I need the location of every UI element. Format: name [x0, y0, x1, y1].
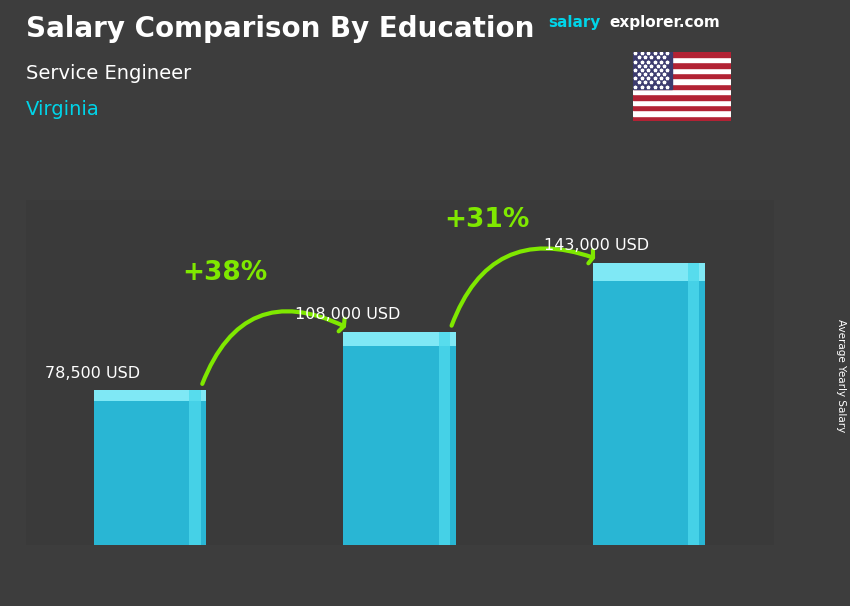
Bar [633, 89, 731, 95]
Text: Average Yearly Salary: Average Yearly Salary [836, 319, 846, 432]
Text: Virginia: Virginia [26, 100, 99, 119]
Bar [633, 116, 731, 121]
Text: 108,000 USD: 108,000 USD [295, 307, 400, 322]
Bar [633, 52, 731, 57]
Bar [94, 390, 207, 401]
Text: Service Engineer: Service Engineer [26, 64, 190, 82]
Bar [343, 332, 456, 545]
Bar [633, 68, 731, 73]
Bar [343, 332, 456, 346]
Text: 78,500 USD: 78,500 USD [45, 365, 140, 381]
Bar [633, 100, 731, 105]
Bar [633, 105, 731, 110]
Text: +31%: +31% [444, 207, 530, 233]
Bar [439, 332, 450, 545]
Bar [633, 52, 672, 89]
Bar [592, 263, 705, 282]
Bar [633, 57, 731, 62]
Bar [633, 62, 731, 68]
Text: 143,000 USD: 143,000 USD [544, 238, 649, 253]
Bar [633, 73, 731, 78]
Bar [190, 390, 201, 545]
Bar [633, 95, 731, 100]
Text: explorer.com: explorer.com [609, 15, 720, 30]
Text: salary: salary [548, 15, 601, 30]
Bar [94, 390, 207, 545]
Bar [592, 263, 705, 545]
Bar [633, 110, 731, 116]
Bar [633, 78, 731, 84]
Bar [688, 263, 700, 545]
Bar [633, 84, 731, 89]
Text: +38%: +38% [183, 260, 268, 286]
Text: Salary Comparison By Education: Salary Comparison By Education [26, 15, 534, 43]
